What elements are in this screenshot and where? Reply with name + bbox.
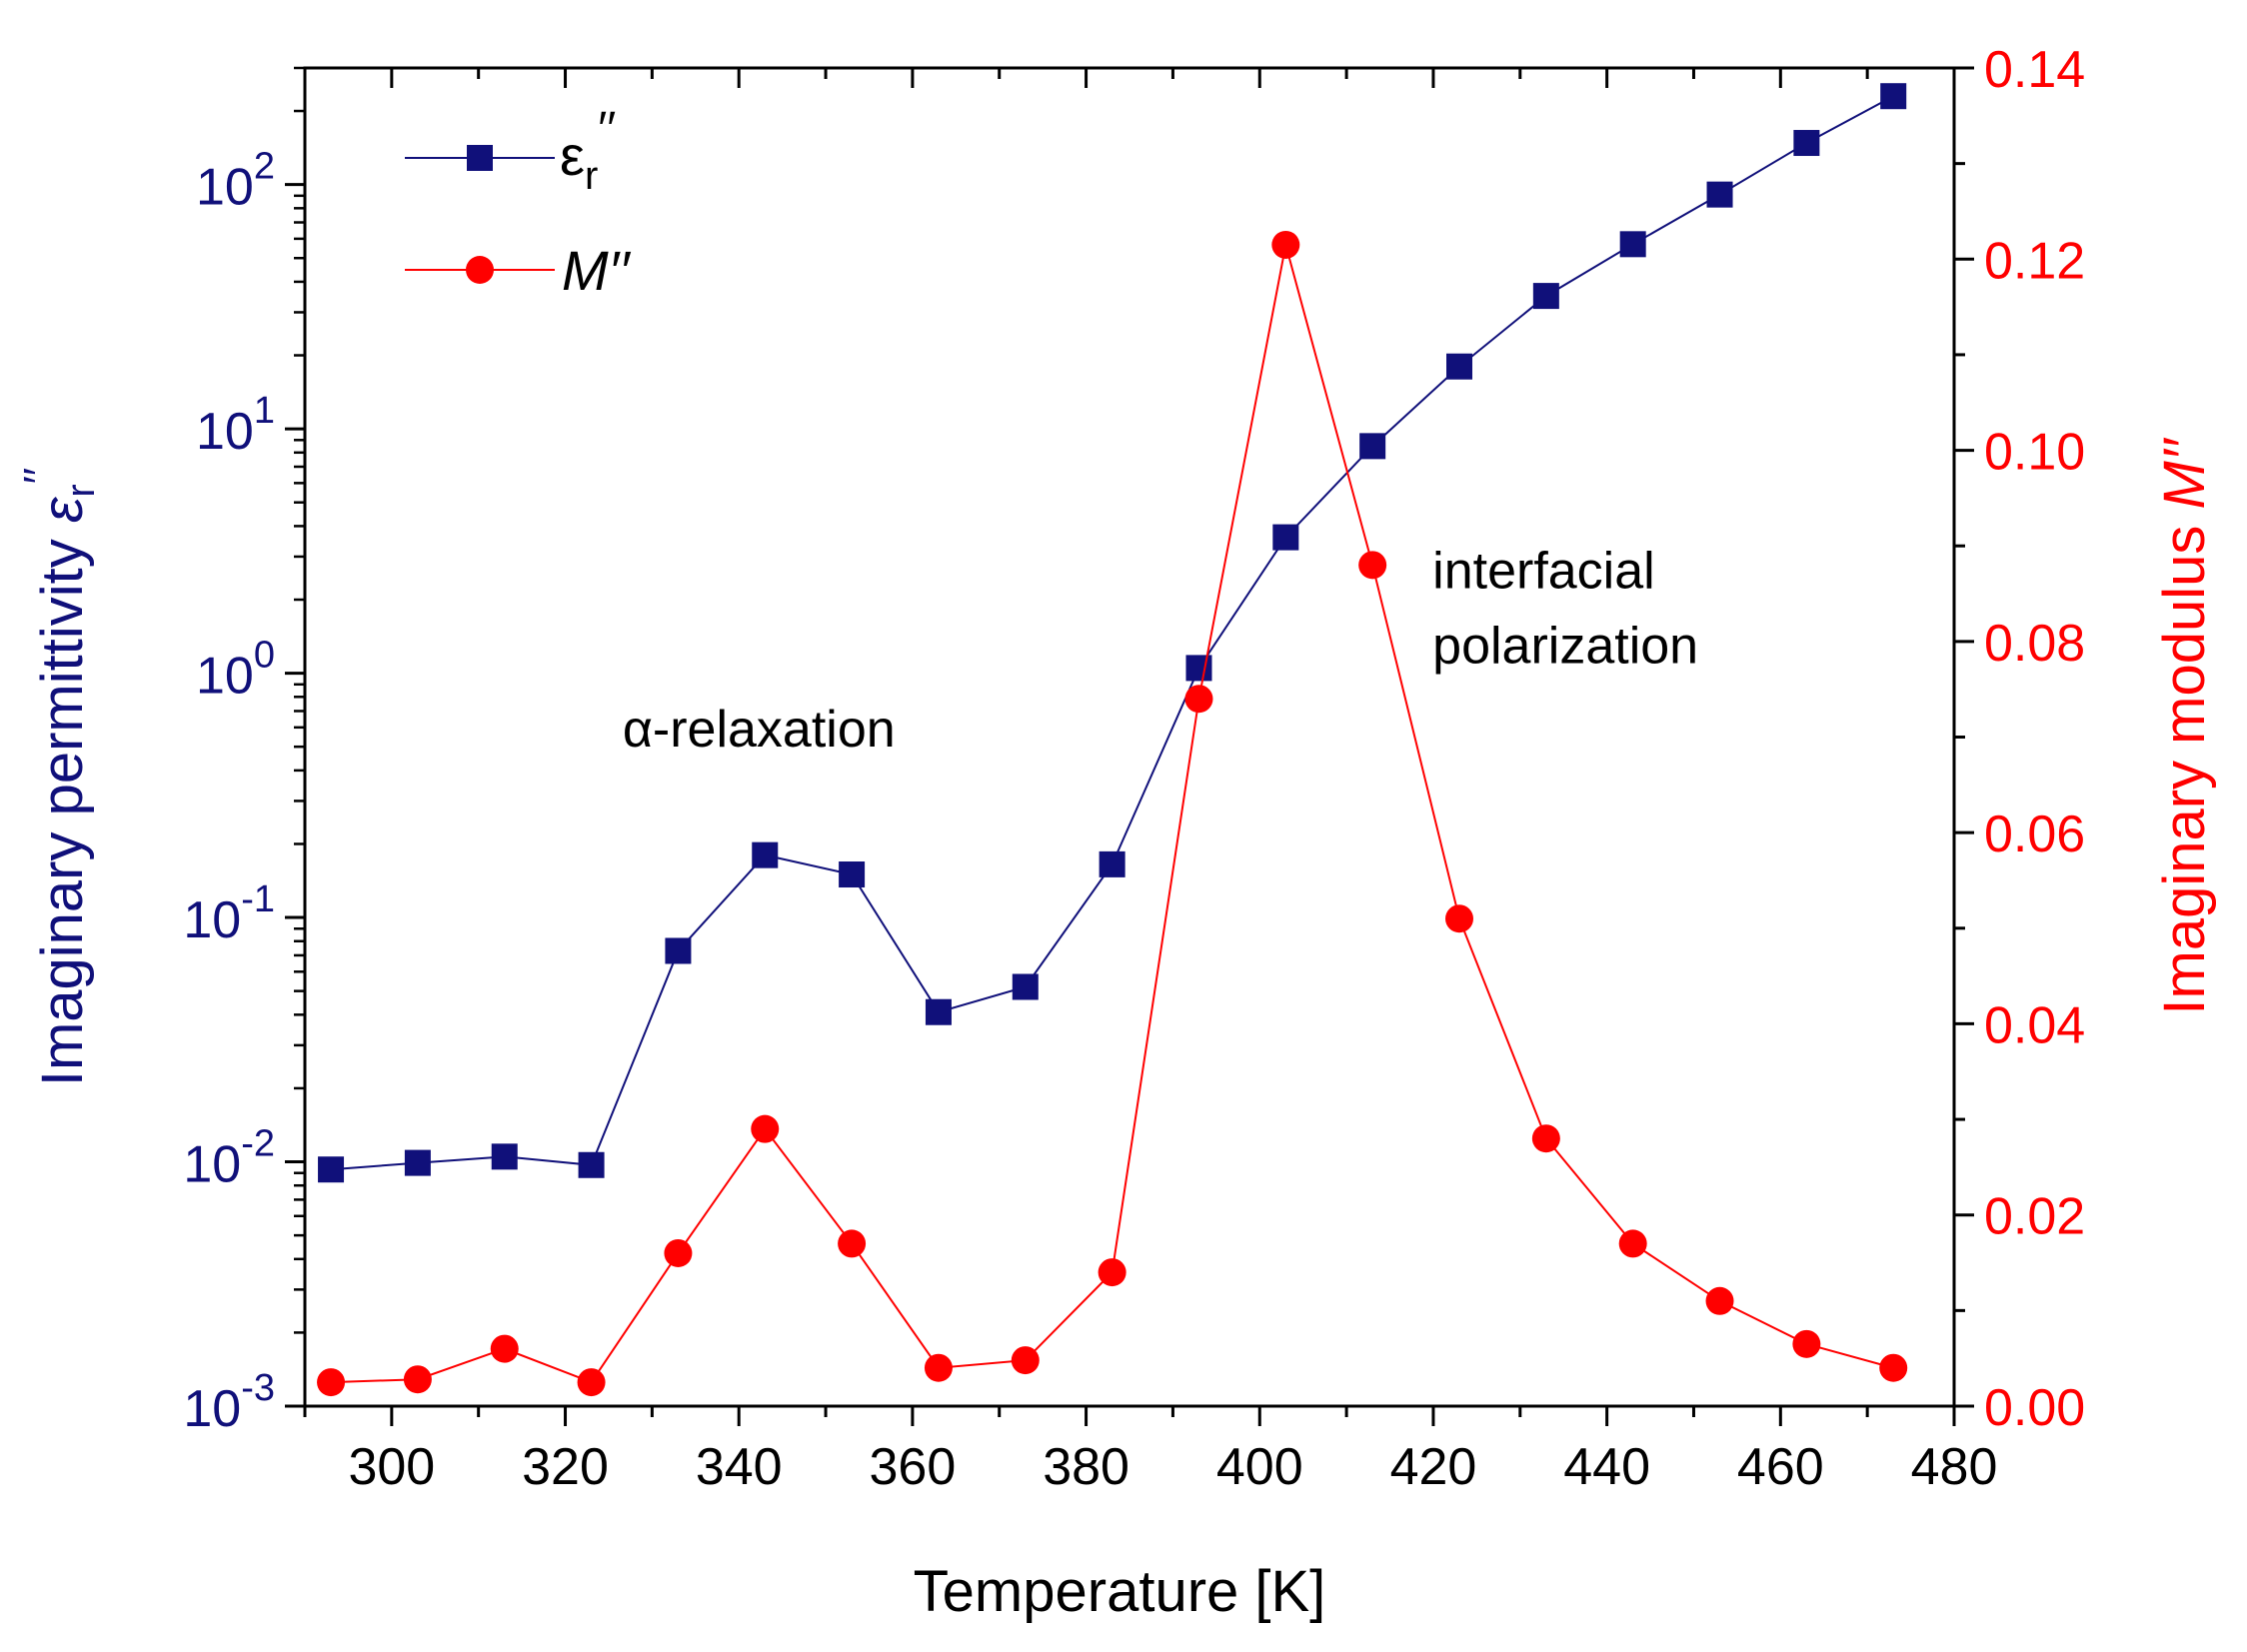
modulus-point: [403, 1365, 432, 1394]
legend-m-label: M′′: [562, 239, 632, 302]
annotation-alpha-relaxation: α-relaxation: [623, 701, 896, 759]
right-y-axis-ticks: 0.00 0.02 0.04 0.06 0.08 0.10 0.12 0.14: [1954, 41, 2085, 1437]
y-right-tick-label: 0.02: [1984, 1188, 2085, 1246]
modulus-point: [577, 1368, 606, 1397]
permittivity-point: [1793, 130, 1820, 157]
annotation-interfacial: interfacial: [1432, 542, 1655, 600]
legend-eps-sup: ′′: [598, 103, 616, 156]
permittivity-point: [1532, 283, 1559, 310]
permittivity-point: [491, 1143, 518, 1170]
y-left-tick-label: 101: [196, 390, 275, 461]
y-right-tick-label: 0.10: [1984, 424, 2085, 482]
permittivity-point: [578, 1151, 605, 1178]
left-y-axis-title-sub: r: [59, 484, 103, 497]
y-right-tick-label: 0.00: [1984, 1379, 2085, 1437]
x-tick-label: 380: [1043, 1438, 1129, 1496]
x-tick-label: 480: [1911, 1438, 1998, 1496]
y-right-tick-label: 0.12: [1984, 232, 2085, 290]
y-left-tick-label: 10-3: [183, 1367, 275, 1438]
y-left-tick-label: 10-1: [183, 878, 275, 949]
permittivity-point: [1446, 353, 1472, 380]
permittivity-point: [404, 1149, 431, 1176]
annotation-polarization: polarization: [1432, 617, 1698, 675]
permittivity-point: [1012, 973, 1039, 1000]
x-axis-title: Temperature [K]: [914, 1559, 1326, 1624]
x-tick-label: 460: [1737, 1438, 1824, 1496]
x-tick-label: 440: [1563, 1438, 1650, 1496]
y-left-tick-label: 100: [196, 635, 275, 706]
modulus-point: [751, 1114, 780, 1143]
permittivity-point: [1099, 850, 1125, 877]
modulus-point: [1879, 1353, 1908, 1382]
left-y-axis-ticks: 10-3 10-2 10-1 100 101 102: [183, 66, 305, 1438]
permittivity-point: [1619, 231, 1646, 258]
right-y-axis-title-prefix: Imaginary modulus: [2152, 509, 2217, 1014]
y-right-tick-label: 0.06: [1984, 806, 2085, 863]
permittivity-point: [839, 861, 866, 888]
series-line-modulus: [331, 244, 1894, 1384]
modulus-point: [664, 1238, 693, 1267]
y-left-tick-label: 102: [196, 146, 275, 217]
legend-eps-label: εr′′: [560, 103, 616, 198]
x-tick-label: 400: [1216, 1438, 1303, 1496]
x-tick-label: 420: [1390, 1438, 1477, 1496]
permittivity-point: [318, 1156, 345, 1183]
y-left-tick-label: 10-2: [183, 1123, 275, 1194]
svg-text:Imaginary permittivity εr′′: Imaginary permittivity εr′′: [15, 468, 103, 1086]
right-y-axis-title-symbol: M′′: [2152, 437, 2217, 509]
permittivity-point: [1185, 655, 1212, 682]
modulus-point: [1271, 230, 1300, 259]
y-right-tick-label: 0.08: [1984, 615, 2085, 673]
permittivity-point: [665, 937, 692, 964]
legend-m-marker: [466, 256, 494, 284]
x-tick-label: 320: [522, 1438, 609, 1496]
modulus-point: [1184, 685, 1213, 714]
plot-axes: [303, 66, 1956, 1408]
legend-eps-symbol: ε: [560, 124, 585, 187]
modulus-point: [1792, 1329, 1821, 1358]
permittivity-point: [1706, 181, 1733, 208]
modulus-point: [1011, 1346, 1040, 1375]
left-y-axis-title-prefix: Imaginary permittivity: [30, 523, 95, 1086]
data-series: [317, 83, 1908, 1397]
modulus-point: [1618, 1229, 1647, 1258]
modulus-point: [317, 1368, 346, 1397]
legend-eps-sub: r: [585, 154, 598, 198]
modulus-point: [1358, 551, 1387, 580]
permittivity-point: [1880, 83, 1907, 110]
left-y-axis-title-sup: ′′: [15, 468, 64, 485]
permittivity-point: [752, 841, 779, 868]
x-tick-label: 340: [696, 1438, 783, 1496]
x-tick-label: 300: [348, 1438, 435, 1496]
y-right-tick-label: 0.14: [1984, 41, 2085, 99]
permittivity-point: [1359, 433, 1386, 460]
permittivity-point: [925, 998, 952, 1025]
x-tick-label: 360: [870, 1438, 957, 1496]
modulus-point: [1445, 904, 1473, 933]
permittivity-point: [1272, 524, 1299, 551]
y-right-tick-label: 0.04: [1984, 996, 2085, 1054]
left-y-axis-title: Imaginary permittivity εr′′: [15, 468, 103, 1086]
legend: εr′′ M′′: [405, 103, 632, 302]
modulus-point: [490, 1334, 519, 1363]
svg-text:Imaginary modulus M′′: Imaginary modulus M′′: [2152, 437, 2217, 1014]
modulus-point: [1705, 1286, 1734, 1315]
modulus-point: [838, 1229, 867, 1258]
plot-frame: [303, 66, 1956, 1408]
modulus-point: [924, 1353, 953, 1382]
x-axis-ticks: 300 320 340 360 380 400 420 440 460 480: [303, 68, 1998, 1496]
legend-eps-marker: [467, 145, 493, 171]
right-y-axis-title: Imaginary modulus M′′: [2152, 437, 2217, 1014]
left-y-axis-title-symbol: ε: [30, 496, 95, 523]
modulus-point: [1531, 1124, 1560, 1153]
modulus-point: [1098, 1258, 1126, 1287]
